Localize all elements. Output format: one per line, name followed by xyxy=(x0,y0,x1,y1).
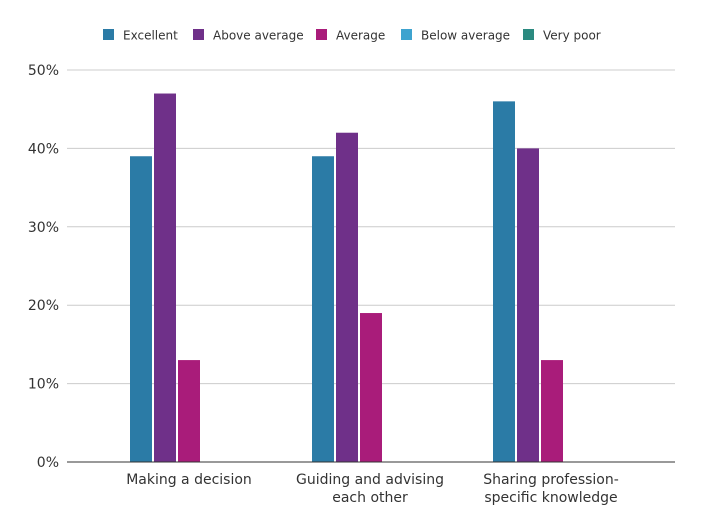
y-tick-label: 0% xyxy=(37,455,59,471)
x-axis-labels: Making a decision Guiding and advising eac… xyxy=(126,472,619,506)
legend: Excellent Above average Average Below avera… xyxy=(103,29,601,43)
legend-label: Average xyxy=(336,29,385,43)
y-tick-label: 30% xyxy=(28,220,59,236)
x-category-label: Sharing profession- xyxy=(483,472,619,488)
bar-excellent-3 xyxy=(493,101,515,463)
bar-above-average-3 xyxy=(517,148,539,462)
legend-swatch xyxy=(103,29,114,40)
bar-excellent-1 xyxy=(130,156,152,463)
y-tick-label: 10% xyxy=(28,377,59,393)
legend-label: Above average xyxy=(213,29,304,43)
y-tick-label: 40% xyxy=(28,141,59,157)
legend-label: Below average xyxy=(421,29,510,43)
bars xyxy=(130,93,563,463)
bar-excellent-2 xyxy=(312,156,334,463)
bar-above-average-2 xyxy=(336,132,358,462)
x-category-label: each other xyxy=(332,490,408,506)
legend-swatch xyxy=(193,29,204,40)
bar-average-3 xyxy=(541,360,563,462)
x-category-label: Guiding and advising xyxy=(296,472,444,488)
legend-swatch xyxy=(401,29,412,40)
x-category-label: specific knowledge xyxy=(484,490,617,506)
legend-swatch xyxy=(316,29,327,40)
bar-average-1 xyxy=(178,360,200,462)
legend-label: Excellent xyxy=(123,29,178,43)
y-tick-label: 50% xyxy=(28,63,59,79)
y-axis-ticks: 0% 10% 20% 30% 40% 50% xyxy=(28,63,59,471)
legend-swatch xyxy=(523,29,534,40)
legend-label: Very poor xyxy=(543,29,601,43)
bar-above-average-1 xyxy=(154,93,176,463)
x-category-label: Making a decision xyxy=(126,472,252,488)
bar-average-2 xyxy=(360,313,382,462)
y-tick-label: 20% xyxy=(28,298,59,314)
